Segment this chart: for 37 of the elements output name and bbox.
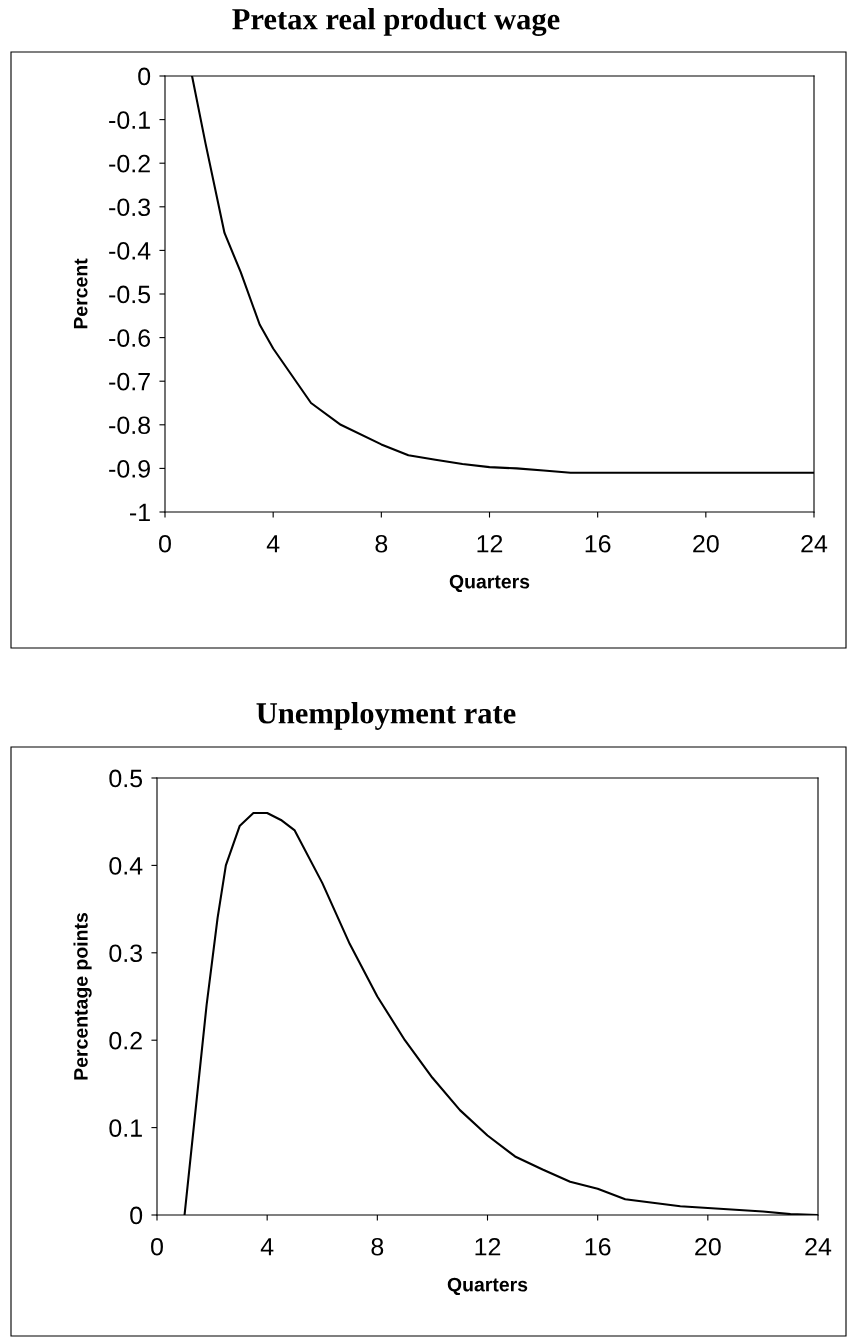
y-tick-label: -0.1 [109,111,150,129]
x-tick-label: 8 [371,1237,384,1256]
y-axis-title: Percent [73,258,88,329]
chart-title: Unemployment rate [256,702,516,730]
y-tick-label: -0.6 [109,329,151,347]
x-tick-label: 0 [159,534,171,553]
y-tick-label: -0.3 [109,198,151,217]
chart-title: Pretax real product wage [232,8,560,36]
y-tick-label: 0.5 [109,769,143,788]
y-tick-label: 0.3 [109,944,143,963]
x-tick-label: 20 [693,534,719,553]
y-tick-label: -0.8 [109,416,151,435]
x-tick-label: 24 [805,1237,832,1256]
y-tick-label: -0.5 [109,285,151,304]
y-tick-label: 0.1 [109,1119,142,1137]
y-tick-label: -0.2 [109,154,150,173]
x-tick-label: 16 [585,534,611,553]
x-axis-title: Quarters [449,574,530,593]
x-tick-label: 12 [475,1237,501,1256]
x-tick-label: 16 [585,1237,611,1256]
x-tick-label: 4 [266,535,280,553]
x-tick-label: 4 [260,1238,274,1256]
y-tick-label: -0.7 [109,372,150,391]
x-tick-label: 0 [151,1237,163,1256]
y-tick-label: 0.2 [109,1031,142,1050]
x-tick-label: 8 [375,534,388,553]
x-tick-label: 20 [695,1237,721,1256]
y-axis-title: Percentage points [73,913,92,1080]
y-tick-label: -0.9 [109,460,150,478]
x-tick-label: 12 [477,534,503,553]
y-tick-label: 0.4 [109,857,143,875]
y-tick-label: 0 [130,1206,143,1225]
y-tick-label: 0 [138,67,151,86]
y-tick-label: -0.4 [109,242,151,260]
x-tick-label: 24 [801,534,828,553]
x-axis-title: Quarters [447,1277,528,1296]
y-tick-label: -1 [129,503,150,522]
